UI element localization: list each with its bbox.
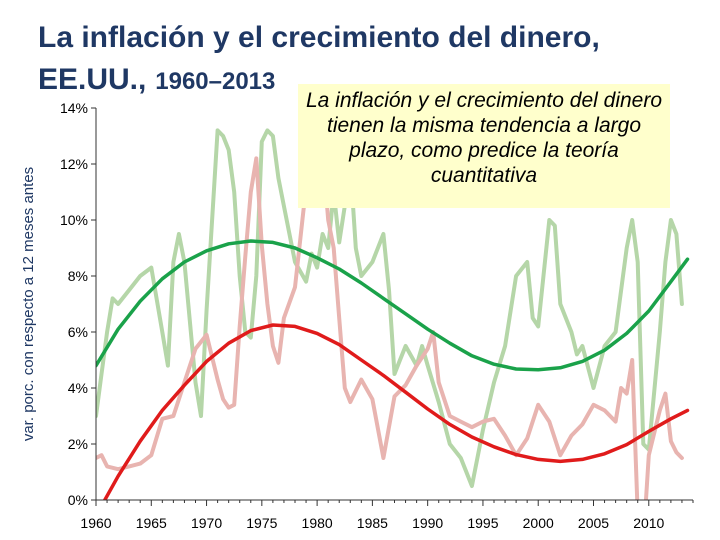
x-tick-label: 1985: [357, 515, 388, 531]
inflation-line: [96, 108, 684, 500]
x-tick-label: 1995: [467, 515, 498, 531]
x-tick-label: 1980: [302, 515, 333, 531]
y-tick-label: 12%: [60, 156, 88, 172]
y-tick-label: 8%: [68, 268, 88, 284]
x-tick-label: 2010: [633, 515, 664, 531]
page-title: La inflación y el crecimiento del dinero…: [38, 18, 678, 102]
title-line-2: EE.UU.,: [38, 63, 147, 96]
x-tick-label: 1965: [136, 515, 167, 531]
y-tick-label: 2%: [68, 436, 88, 452]
y-tick-label: 14%: [60, 100, 88, 116]
money-trend-line: [96, 239, 690, 372]
y-axis-label: var. porc. con respecto a 12 meses antes: [20, 167, 37, 441]
money-growth-line: [96, 128, 684, 488]
x-tick-label: 1960: [80, 515, 111, 531]
x-tick-label: 2000: [523, 515, 554, 531]
title-line-1: La inflación y el crecimiento del dinero…: [38, 21, 600, 54]
x-tick-label: 1990: [412, 515, 443, 531]
x-tick-label: 2005: [578, 515, 609, 531]
y-tick-label: 0%: [68, 492, 88, 508]
x-tick-label: 1975: [246, 515, 277, 531]
y-tick-label: 6%: [68, 324, 88, 340]
y-tick-label: 10%: [60, 212, 88, 228]
callout-box: La inflación y el crecimiento del dinero…: [298, 84, 670, 208]
title-years: 1960–2013: [155, 68, 276, 95]
inflation-trend-line: [103, 323, 690, 500]
y-tick-label: 4%: [68, 380, 88, 396]
x-tick-label: 1970: [191, 515, 222, 531]
